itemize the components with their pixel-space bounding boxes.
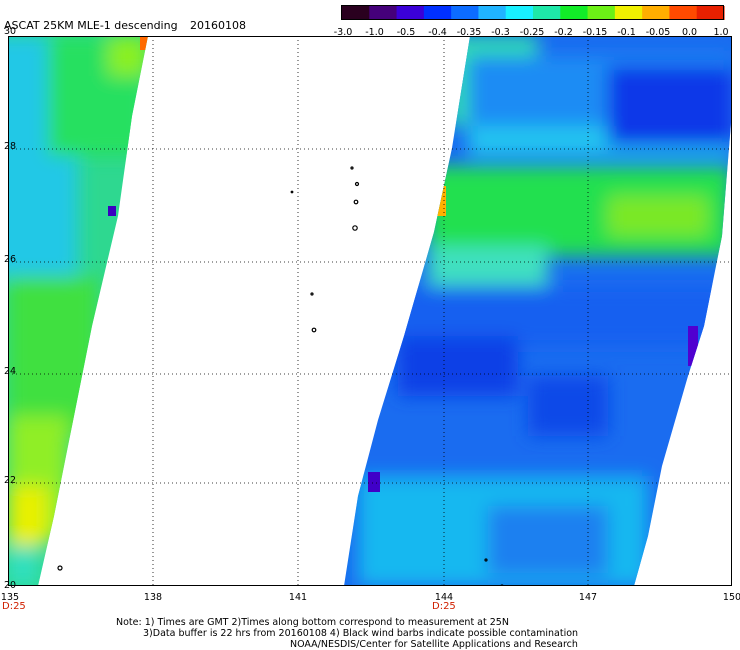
colorbar-segment [451,6,480,20]
product-title: ASCAT 25KM MLE-1 descending [4,19,178,32]
colorbar-segment [533,6,561,20]
lon-label-135: 135 [0,592,20,603]
lat-label-28: 28 [4,141,17,152]
colorbar-segment [505,6,534,20]
colorbar-segment [342,6,370,20]
note-line-2: 3)Data buffer is 22 hrs from 20160108 4)… [143,628,579,639]
graticule [8,36,732,586]
colorbar-label: -0.5 [396,27,416,38]
time-label-left: D:25 [2,601,26,612]
lat-label-22: 22 [4,475,17,486]
colorbar-segment [478,6,507,20]
lat-label-26: 26 [4,254,17,265]
colorbar-label: 1.0 [713,27,729,38]
lon-label-150: 150 [722,592,740,603]
lat-label-20: 20 [4,580,17,591]
colorbar-label: -0.2 [554,27,573,38]
colorbar-segment [369,6,398,20]
colorbar [341,5,725,20]
colorbar-label: -0.3 [491,27,510,38]
lat-label-30: 30 [4,26,17,37]
colorbar-segment [642,6,671,20]
colorbar-segment [423,6,452,20]
colorbar-label: 0.0 [681,27,698,38]
lon-label-147: 147 [578,592,598,603]
lon-label-141: 141 [288,592,308,603]
colorbar-label: -0.15 [582,27,608,38]
lat-label-24: 24 [4,366,17,377]
colorbar-segment [560,6,589,20]
note-line-1: Note: 1) Times are GMT 2)Times along bot… [116,617,509,628]
colorbar-label: -0.35 [456,27,482,38]
colorbar-label: -0.4 [428,27,447,38]
lon-label-138: 138 [143,592,163,603]
colorbar-segment [614,6,643,20]
lon-label-144: 144 [434,592,454,603]
time-label-right: D:25 [432,601,456,612]
colorbar-segment [696,6,725,20]
product-date: 20160108 [190,19,246,32]
colorbar-segment [587,6,616,20]
colorbar-label: -3.0 [333,27,353,38]
colorbar-label: -0.05 [645,27,671,38]
colorbar-segment [669,6,698,20]
colorbar-label: -0.25 [519,27,545,38]
colorbar-label: -0.1 [617,27,636,38]
left-swath [8,36,148,586]
ascat-map [8,36,732,586]
right-swath [344,36,732,586]
colorbar-segment [396,6,425,20]
note-line-3: NOAA/NESDIS/Center for Satellite Applica… [290,639,578,650]
colorbar-label: -1.0 [365,27,384,38]
